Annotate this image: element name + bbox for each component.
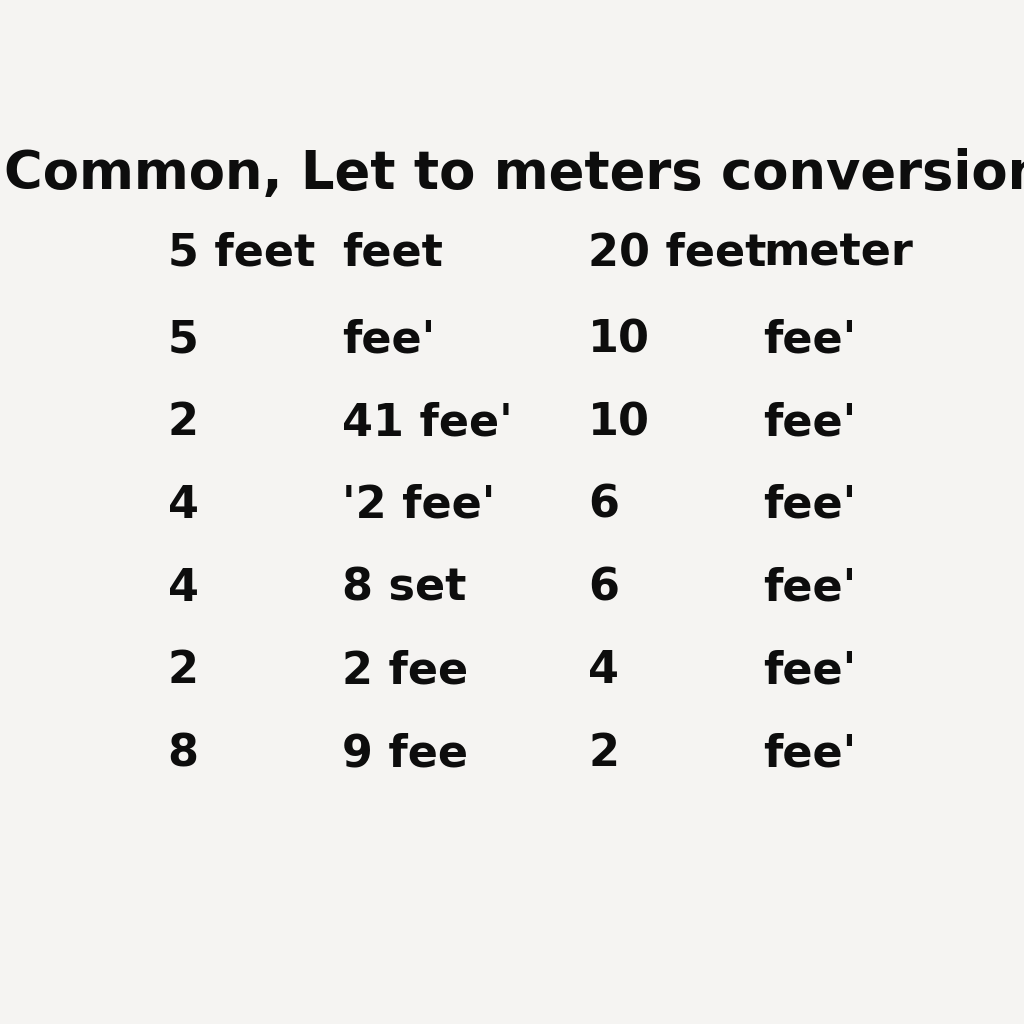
Text: fee': fee' [763,566,856,609]
Text: 4: 4 [168,566,199,609]
Text: meter: meter [763,231,912,274]
Text: '2 fee': '2 fee' [342,483,496,526]
Text: 4: 4 [588,649,620,692]
Text: 2: 2 [168,649,199,692]
Text: 9 fee: 9 fee [342,732,468,775]
Text: 2 fee: 2 fee [342,649,468,692]
Text: 8 set: 8 set [342,566,467,609]
Text: fee': fee' [763,401,856,444]
Text: 8: 8 [168,732,199,775]
Text: 2: 2 [588,732,620,775]
Text: fee': fee' [763,318,856,361]
Text: 10: 10 [588,401,650,444]
Text: 4: 4 [168,483,199,526]
Text: 2: 2 [168,401,199,444]
Text: fee': fee' [763,649,856,692]
Text: 20 feet: 20 feet [588,231,767,274]
Text: fee': fee' [763,732,856,775]
Text: feet: feet [342,231,443,274]
Text: fee': fee' [342,318,435,361]
Text: Common, Let to meters conversion: Common, Let to meters conversion [4,148,1024,200]
Text: 5: 5 [168,318,199,361]
Text: 5 feet: 5 feet [168,231,315,274]
Text: 6: 6 [588,566,620,609]
Text: 10: 10 [588,318,650,361]
Text: 6: 6 [588,483,620,526]
Text: fee': fee' [763,483,856,526]
Text: 41 fee': 41 fee' [342,401,513,444]
